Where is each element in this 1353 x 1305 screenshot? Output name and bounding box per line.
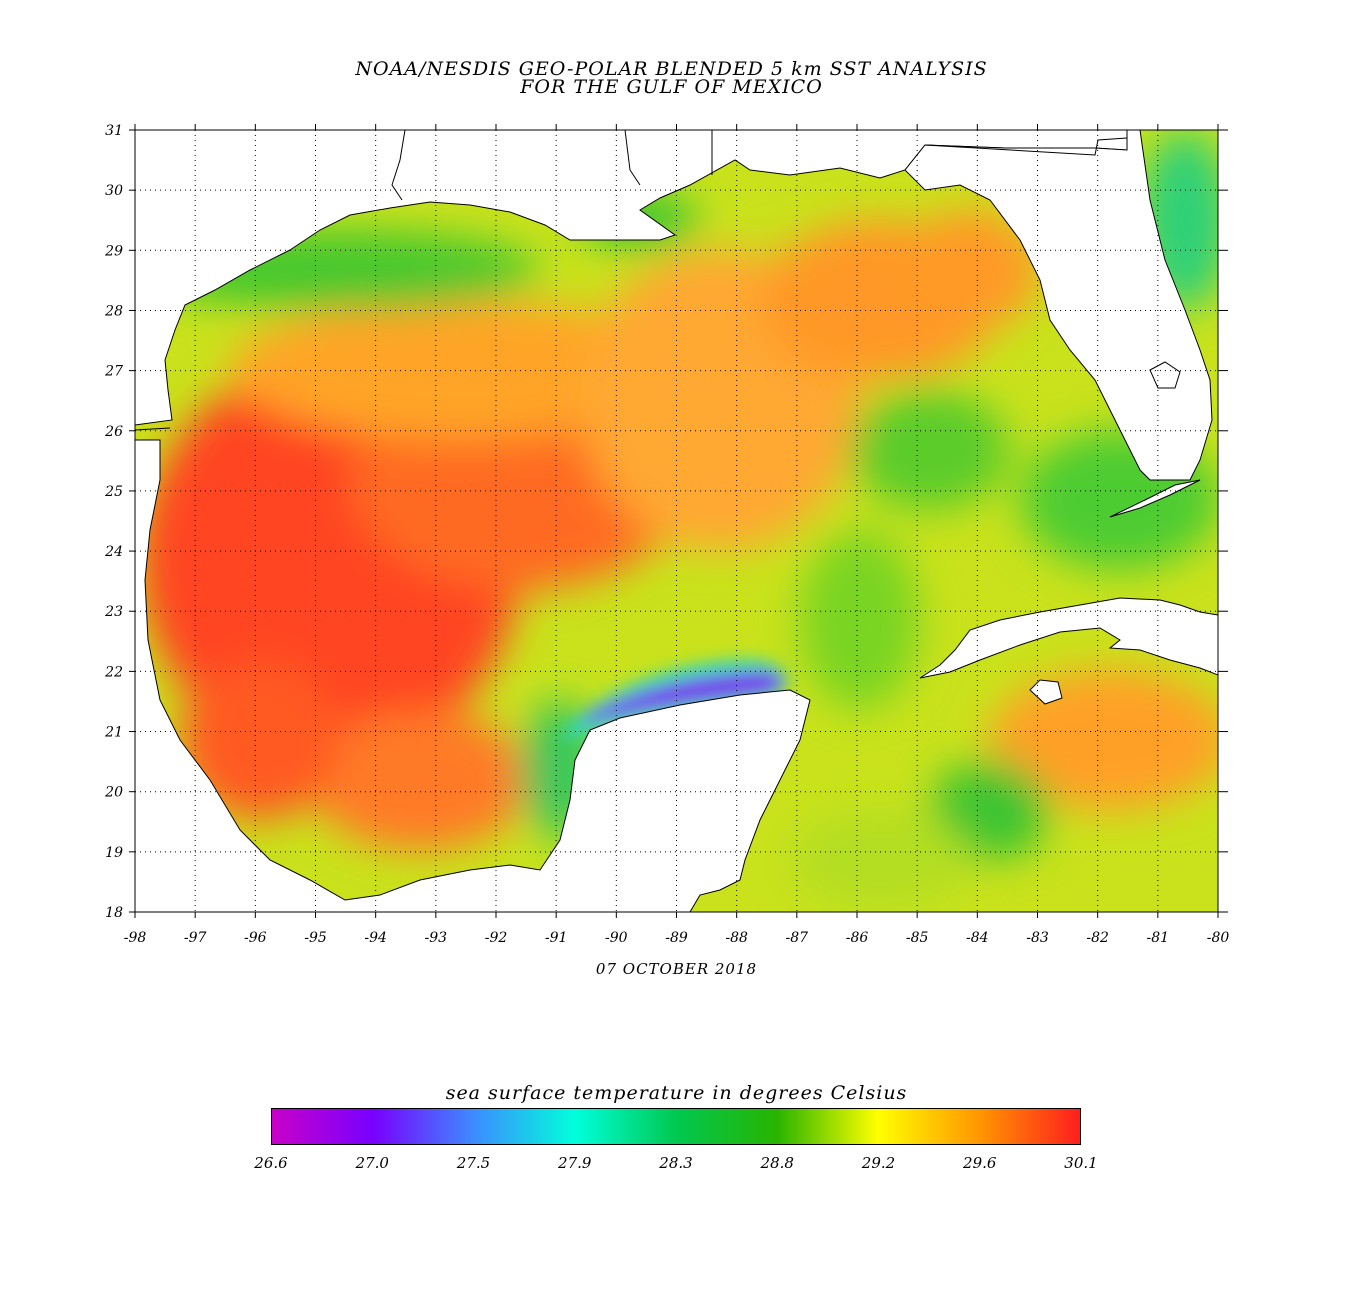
latitude-tick-label: 18 xyxy=(105,905,123,921)
longitude-tick-label: -95 xyxy=(304,930,327,946)
latitude-tick-label: 24 xyxy=(104,544,123,560)
latitude-tick-label: 29 xyxy=(104,243,123,259)
longitude-tick-label: -87 xyxy=(786,930,809,946)
longitude-tick-label: -92 xyxy=(485,930,508,946)
longitude-tick-label: -84 xyxy=(966,930,989,946)
colorbar-tick-label: 28.8 xyxy=(760,1154,794,1172)
longitude-tick-label: -94 xyxy=(364,930,387,946)
state-borders xyxy=(135,130,1128,431)
longitude-labels: -98 -97 -96 -95 -94 -93 -92 -91 -90 -89 -88 -87 -86 -… xyxy=(124,930,1230,946)
latitude-tick-label: 30 xyxy=(105,183,123,199)
colorbar-tick-label: 27.9 xyxy=(558,1154,592,1172)
map-title-line-1: NOAA/NESDIS GEO-POLAR BLENDED 5 km SST A… xyxy=(355,58,988,80)
colorbar-tick-label: 26.6 xyxy=(254,1154,288,1172)
longitude-tick-label: -85 xyxy=(906,930,929,946)
colorbar-tick-label: 28.3 xyxy=(659,1154,693,1172)
colorbar-title: sea surface temperature in degrees Celsi… xyxy=(445,1082,908,1104)
latitude-tick-label: 20 xyxy=(104,785,123,801)
colorbar-tick-label: 29.6 xyxy=(963,1154,997,1172)
longitude-tick-label: -91 xyxy=(545,930,568,946)
latitude-tick-label: 22 xyxy=(104,664,123,680)
colorbar-tick-label: 27.0 xyxy=(355,1154,389,1172)
longitude-tick-label: -83 xyxy=(1026,930,1049,946)
longitude-tick-label: -88 xyxy=(725,930,748,946)
sst-map: -98 -97 -96 -95 -94 -93 -92 -91 -90 -89 -88 -87 -86 -… xyxy=(104,123,1230,946)
longitude-tick-label: -82 xyxy=(1086,930,1109,946)
longitude-tick-label: -96 xyxy=(244,930,267,946)
colorbar-tick-label: 29.2 xyxy=(861,1154,896,1172)
map-title-line-2: FOR THE GULF OF MEXICO xyxy=(520,76,823,98)
longitude-tick-label: -86 xyxy=(846,930,869,946)
colorbar-tick-label: 30.1 xyxy=(1064,1154,1098,1172)
latitude-labels: 18 19 20 21 22 23 24 25 26 27 28 29 30 31 xyxy=(104,123,123,921)
latitude-tick-label: 23 xyxy=(104,604,123,620)
longitude-tick-label: -80 xyxy=(1207,930,1230,946)
longitude-tick-label: -90 xyxy=(605,930,628,946)
colorbar-tick-label: 27.5 xyxy=(456,1154,491,1172)
latitude-tick-label: 25 xyxy=(104,484,123,500)
latitude-tick-label: 21 xyxy=(104,725,123,741)
longitude-tick-label: -93 xyxy=(425,930,448,946)
axis-ticks xyxy=(129,124,1228,918)
analysis-date: 07 OCTOBER 2018 xyxy=(595,960,758,978)
longitude-tick-label: -81 xyxy=(1147,930,1170,946)
sst-field xyxy=(135,130,1218,912)
colorbar xyxy=(271,1108,1081,1145)
longitude-tick-label: -97 xyxy=(184,930,207,946)
latitude-tick-label: 19 xyxy=(105,845,123,861)
latitude-tick-label: 31 xyxy=(105,123,123,139)
latitude-tick-label: 27 xyxy=(104,364,123,380)
longitude-tick-label: -98 xyxy=(124,930,147,946)
latitude-tick-label: 28 xyxy=(104,303,123,319)
longitude-tick-label: -89 xyxy=(665,930,688,946)
latitude-tick-label: 26 xyxy=(104,424,123,440)
